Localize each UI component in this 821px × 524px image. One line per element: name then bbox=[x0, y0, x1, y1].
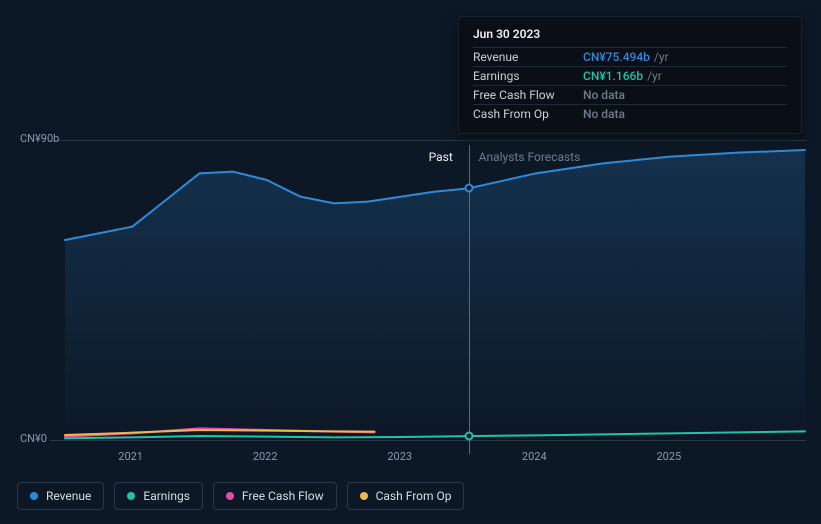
tooltip-row-label: Free Cash Flow bbox=[473, 88, 583, 102]
series-area-revenue bbox=[65, 150, 805, 440]
tooltip-row-value: CN¥1.166b bbox=[583, 69, 643, 83]
tooltip-row-unit: /yr bbox=[647, 69, 662, 83]
legend-dot-icon bbox=[30, 492, 38, 500]
tooltip: Jun 30 2023RevenueCN¥75.494b/yrEarningsC… bbox=[458, 16, 802, 134]
x-tick-label: 2021 bbox=[118, 450, 143, 463]
legend-item-fcf[interactable]: Free Cash Flow bbox=[213, 482, 337, 510]
x-tick-label: 2024 bbox=[522, 450, 547, 463]
y-tick-label: CN¥90b bbox=[20, 132, 59, 145]
legend-item-cfo[interactable]: Cash From Op bbox=[347, 482, 465, 510]
tooltip-row-unit: /yr bbox=[654, 50, 669, 64]
marker-revenue bbox=[464, 184, 473, 193]
tooltip-row: Cash From OpNo data bbox=[473, 104, 787, 123]
legend-dot-icon bbox=[127, 492, 135, 500]
tooltip-row-label: Revenue bbox=[473, 50, 583, 64]
tooltip-row: Free Cash FlowNo data bbox=[473, 85, 787, 104]
tooltip-row-value: No data bbox=[583, 88, 625, 102]
legend-item-earnings[interactable]: Earnings bbox=[114, 482, 203, 510]
legend-dot-icon bbox=[360, 492, 368, 500]
legend-item-label: Free Cash Flow bbox=[242, 489, 324, 503]
tooltip-row: EarningsCN¥1.166b/yr bbox=[473, 66, 787, 85]
legend-dot-icon bbox=[226, 492, 234, 500]
legend-item-label: Earnings bbox=[143, 489, 190, 503]
tooltip-row-label: Cash From Op bbox=[473, 107, 583, 121]
legend-item-revenue[interactable]: Revenue bbox=[17, 482, 104, 510]
legend-item-label: Revenue bbox=[46, 489, 91, 503]
gridline bbox=[50, 140, 806, 141]
x-tick-label: 2022 bbox=[253, 450, 278, 463]
legend: Revenue Earnings Free Cash Flow Cash From O… bbox=[17, 482, 464, 510]
gridline bbox=[50, 440, 806, 441]
past-label: Past bbox=[429, 150, 453, 164]
marker-earnings bbox=[464, 432, 473, 441]
tooltip-row: RevenueCN¥75.494b/yr bbox=[473, 47, 787, 66]
tooltip-row-label: Earnings bbox=[473, 69, 583, 83]
x-tick-label: 2025 bbox=[656, 450, 681, 463]
legend-item-label: Cash From Op bbox=[376, 489, 452, 503]
tooltip-date: Jun 30 2023 bbox=[473, 27, 787, 41]
tooltip-row-value: No data bbox=[583, 107, 625, 121]
tooltip-row-value: CN¥75.494b bbox=[583, 50, 650, 64]
y-tick-label: CN¥0 bbox=[20, 432, 47, 445]
forecast-label: Analysts Forecasts bbox=[479, 150, 581, 164]
x-tick-label: 2023 bbox=[387, 450, 412, 463]
